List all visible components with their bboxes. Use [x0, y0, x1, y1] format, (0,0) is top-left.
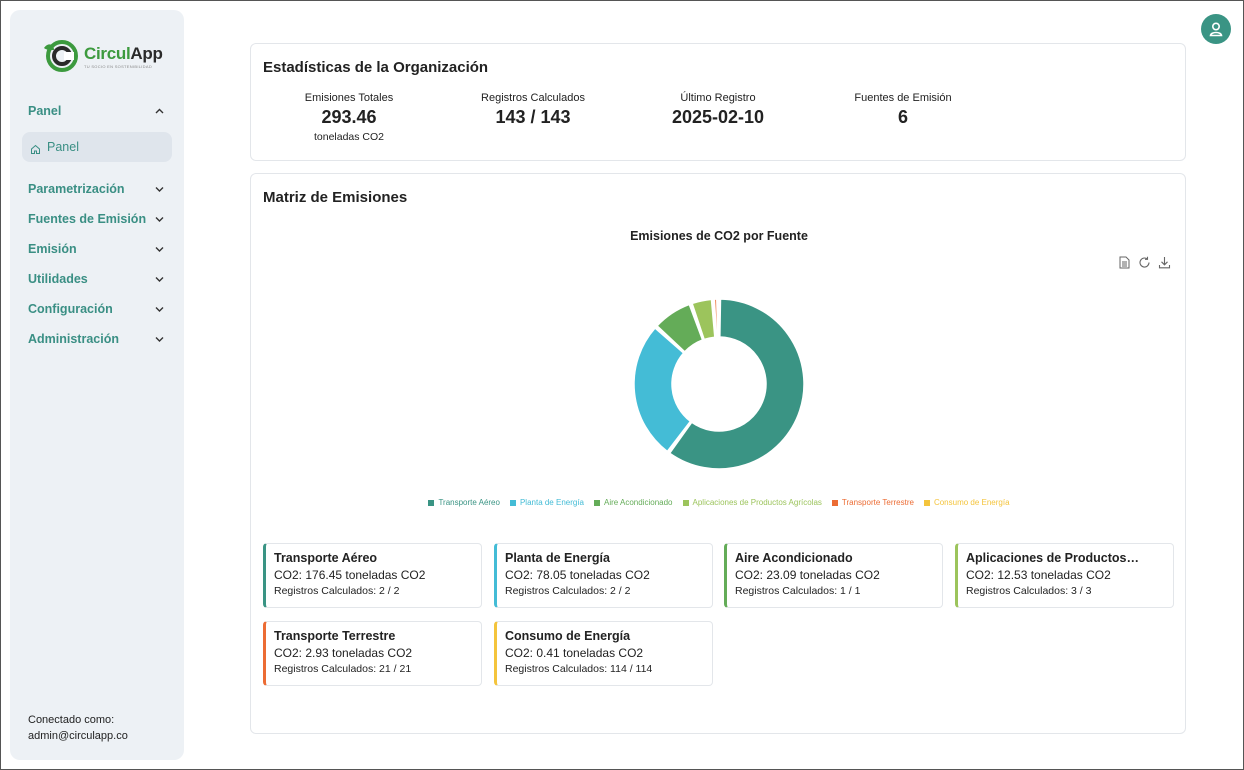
legend-item[interactable]: Transporte Aéreo — [428, 498, 500, 507]
legend-item[interactable]: Aire Acondicionado — [594, 498, 673, 507]
legend-swatch — [509, 499, 516, 506]
chevron-down-icon — [154, 244, 164, 254]
download-icon[interactable] — [1157, 255, 1172, 270]
chart-title: Emisiones de CO2 por Fuente — [630, 229, 808, 243]
matrix-title: Matriz de Emisiones — [263, 189, 408, 206]
legend-label: Consumo de Energía — [933, 498, 1010, 507]
donut-slice-3[interactable] — [691, 298, 716, 341]
donut-slice-5[interactable] — [717, 298, 720, 338]
legend-swatch — [682, 499, 689, 506]
source-card-planta-de-energia[interactable]: Planta de Energía CO2: 78.05 toneladas C… — [494, 543, 713, 608]
sidebar-item-panel[interactable]: Panel — [22, 132, 172, 162]
chart-toolbar — [1117, 255, 1172, 270]
source-card-aire-acondicionado[interactable]: Aire Acondicionado CO2: 23.09 toneladas … — [724, 543, 943, 608]
donut-slice-2[interactable] — [656, 303, 704, 353]
brand-tagline: tu socio en sostenibilidad — [84, 63, 153, 69]
stats-card: Estadísticas de la Organización Emisione… — [250, 43, 1186, 161]
logo[interactable]: CirculApp tu socio en sostenibilidad — [40, 38, 163, 74]
stats-title: Estadísticas de la Organización — [263, 59, 489, 76]
source-card-aplicaciones-productos[interactable]: Aplicaciones de Productos… CO2: 12.53 to… — [955, 543, 1174, 608]
nav-group-fuentes-de-emision[interactable]: Fuentes de Emisión — [10, 204, 184, 234]
stat-total-emissions: Emisiones Totales 293.46 toneladas CO2 — [304, 92, 394, 143]
circulapp-logo-icon — [40, 38, 80, 74]
nav-group-utilidades[interactable]: Utilidades — [10, 264, 184, 294]
legend-label: Transporte Aéreo — [438, 498, 500, 507]
legend-label: Aire Acondicionado — [604, 498, 673, 507]
sidebar: CirculApp tu socio en sostenibilidad Pan… — [10, 10, 184, 760]
legend-item[interactable]: Consumo de Energía — [923, 498, 1010, 507]
emissions-donut-chart[interactable] — [631, 294, 807, 474]
chart-legend: Transporte Aéreo Planta de Energía Aire Ac… — [251, 498, 1187, 507]
connected-email: admin@circulapp.co — [28, 730, 128, 742]
chevron-down-icon — [154, 304, 164, 314]
refresh-icon[interactable] — [1137, 255, 1152, 270]
chevron-down-icon — [154, 334, 164, 344]
stat-emission-sources: Fuentes de Emisión 6 — [854, 92, 952, 127]
chevron-down-icon — [154, 274, 164, 284]
legend-swatch — [428, 499, 435, 506]
connected-user: Conectado como: admin@circulapp.co — [28, 712, 128, 744]
nav-group-emision[interactable]: Emisión — [10, 234, 184, 264]
user-icon — [1209, 22, 1223, 37]
legend-item[interactable]: Planta de Energía — [509, 498, 584, 507]
legend-swatch — [923, 499, 930, 506]
donut-slice-0[interactable] — [668, 298, 805, 470]
source-card-consumo-de-energia[interactable]: Consumo de Energía CO2: 0.41 toneladas C… — [494, 621, 713, 686]
connected-label: Conectado como: — [28, 714, 115, 726]
source-card-transporte-terrestre[interactable]: Transporte Terrestre CO2: 2.93 toneladas… — [263, 621, 482, 686]
nav-group-panel[interactable]: Panel — [10, 96, 184, 126]
brand-name: CirculApp — [84, 43, 163, 63]
stat-records: Registros Calculados 143 / 143 — [481, 92, 585, 127]
home-icon — [30, 142, 41, 154]
sidebar-nav: Panel Panel Parametrización Fuentes de E… — [10, 96, 184, 354]
nav-group-parametrizacion[interactable]: Parametrización — [10, 174, 184, 204]
legend-swatch — [594, 499, 600, 506]
stat-last-record: Último Registro 2025-02-10 — [671, 92, 765, 127]
legend-label: Planta de Energía — [519, 498, 584, 507]
legend-label: Transporte Terrestre — [841, 498, 914, 507]
chevron-up-icon — [154, 106, 164, 116]
chevron-down-icon — [154, 214, 164, 224]
nav-group-configuracion[interactable]: Configuración — [10, 294, 184, 324]
user-avatar-button[interactable] — [1201, 14, 1231, 44]
nav-group-administracion[interactable]: Administración — [10, 324, 184, 354]
data-view-icon[interactable] — [1117, 255, 1132, 270]
donut-slice-1[interactable] — [633, 327, 692, 453]
legend-item[interactable]: Aplicaciones de Productos Agrícolas — [682, 498, 822, 507]
legend-label: Aplicaciones de Productos Agrícolas — [692, 498, 822, 507]
legend-item[interactable]: Transporte Terrestre — [831, 498, 914, 507]
legend-swatch — [831, 499, 838, 506]
chevron-down-icon — [154, 184, 164, 194]
source-card-transporte-aereo[interactable]: Transporte Aéreo CO2: 176.45 toneladas C… — [263, 543, 482, 608]
matrix-card: Matriz de Emisiones Emisiones de CO2 por… — [250, 173, 1186, 734]
